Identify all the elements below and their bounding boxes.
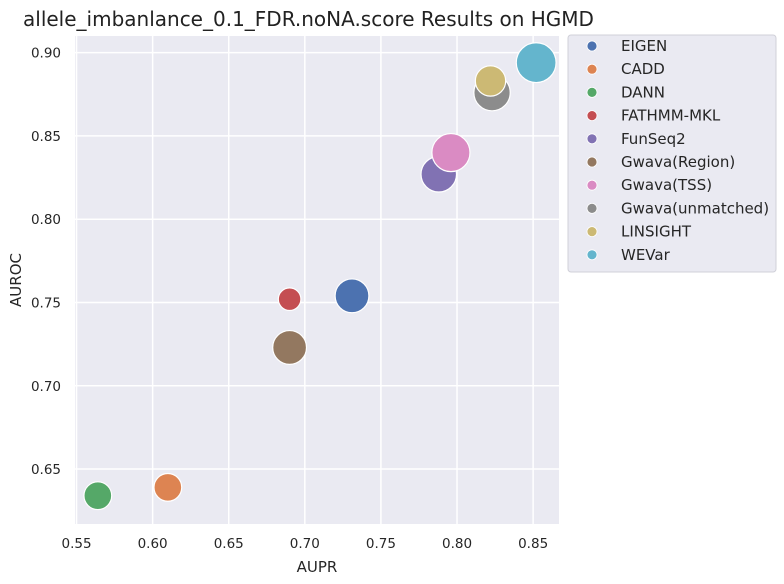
legend-label: Gwava(TSS): [621, 176, 712, 194]
x-tick-label: 0.60: [138, 536, 168, 552]
y-tick-label: 0.90: [31, 46, 61, 62]
y-tick-label: 0.75: [31, 295, 61, 311]
x-tick-label: 0.65: [214, 536, 244, 552]
data-point: [272, 329, 308, 365]
legend-label: Gwava(unmatched): [621, 199, 769, 217]
legend-marker: [586, 249, 598, 261]
legend-label: Gwava(Region): [621, 153, 735, 171]
data-point: [515, 42, 557, 84]
legend-label: DANN: [621, 83, 665, 101]
legend-marker: [586, 156, 598, 168]
legend-box: [567, 34, 777, 273]
legend-marker: [586, 202, 598, 214]
x-tick-label: 0.55: [61, 536, 91, 552]
legend-marker: [586, 133, 598, 145]
x-tick-label: 0.70: [290, 536, 320, 552]
x-tick-label: 0.80: [442, 536, 472, 552]
y-tick-label: 0.85: [31, 129, 61, 145]
y-axis-label: AUROC: [7, 253, 25, 307]
y-tick-label: 0.80: [31, 212, 61, 228]
x-tick-label: 0.85: [518, 536, 548, 552]
legend: EIGEN CADD DANN FATHMM-MKL FunSeq2 Gwava(Regi…: [586, 37, 769, 264]
legend-label: LINSIGHT: [621, 223, 692, 241]
legend-label: WEVar: [621, 246, 671, 264]
x-axis-ticks: 0.55 0.60 0.65 0.70 0.75 0.80 0.85: [61, 536, 548, 552]
legend-marker: [586, 63, 598, 75]
data-point: [83, 481, 113, 511]
data-point: [334, 278, 370, 314]
legend-marker: [586, 40, 598, 52]
chart-title: allele_imbanlance_0.1_FDR.noNA.score Res…: [23, 7, 594, 31]
legend-label: FATHMM-MKL: [621, 107, 721, 125]
data-point: [431, 132, 471, 173]
y-axis-ticks: 0.65 0.70 0.75 0.80 0.85 0.90: [31, 46, 61, 478]
legend-marker: [586, 110, 598, 121]
legend-label: CADD: [621, 60, 665, 78]
data-point: [474, 65, 507, 97]
legend-marker: [586, 87, 598, 98]
x-axis-label: AUPR: [297, 558, 338, 576]
legend-marker: [586, 226, 598, 238]
legend-label: FunSeq2: [621, 130, 686, 148]
y-tick-label: 0.65: [31, 462, 61, 478]
x-tick-label: 0.75: [366, 536, 396, 552]
legend-label: EIGEN: [621, 37, 667, 55]
plot-area: [75, 36, 559, 524]
legend-marker: [586, 179, 598, 191]
data-point: [277, 287, 302, 312]
grid: [75, 36, 559, 524]
y-tick-label: 0.70: [31, 379, 61, 395]
data-point: [153, 472, 183, 502]
data-points: [83, 42, 557, 511]
